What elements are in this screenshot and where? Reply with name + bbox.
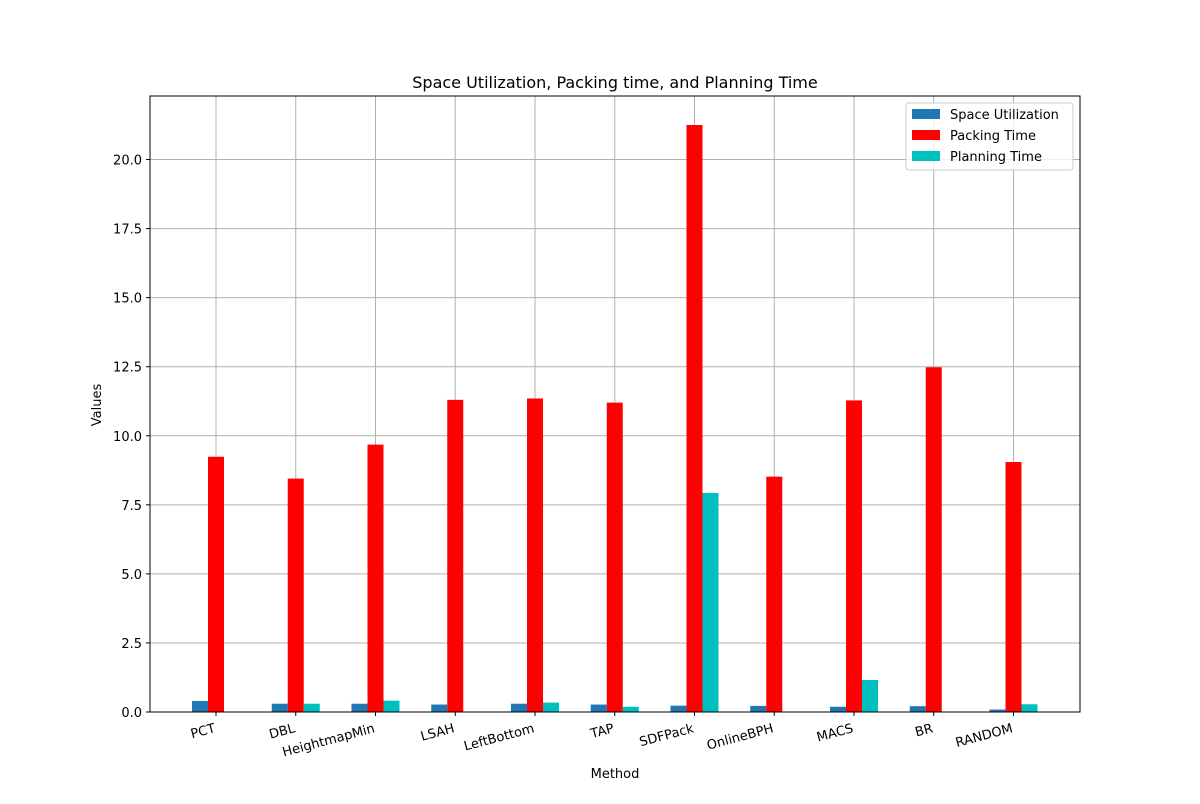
y-tick-label: 15.0 <box>113 292 142 307</box>
legend-label: Space Utilization <box>950 108 1059 123</box>
bar <box>287 478 304 712</box>
y-tick-label: 10.0 <box>113 430 142 445</box>
bar <box>208 456 224 712</box>
y-tick-label: 17.5 <box>113 223 142 238</box>
x-axis-title: Method <box>591 767 640 782</box>
bar <box>192 700 208 712</box>
legend-swatch <box>912 109 940 119</box>
x-tick-label: OnlineBPH <box>705 721 775 753</box>
x-tick-label: HeightmapMin <box>281 721 377 760</box>
bar <box>367 444 384 712</box>
x-tick-label: TAP <box>588 721 616 742</box>
bar <box>590 704 607 712</box>
legend: Space Utilization Packing Time Planning Ti… <box>905 102 1074 171</box>
y-tick-label: 12.5 <box>113 361 142 376</box>
bar <box>447 399 464 712</box>
bar <box>543 702 559 712</box>
y-tick-label: 0.0 <box>121 706 142 721</box>
bar <box>1005 462 1022 712</box>
y-tick-label: 7.5 <box>121 499 142 514</box>
x-tick-label: SDFPack <box>638 721 696 750</box>
legend-swatch <box>912 130 940 140</box>
bar <box>383 700 400 712</box>
bar <box>527 398 543 712</box>
bar <box>511 703 527 712</box>
x-tick-label: DBL <box>268 721 298 742</box>
legend-frame <box>905 102 1074 171</box>
y-tick-label: 20.0 <box>113 154 142 169</box>
x-tick-label: RANDOM <box>954 721 1014 751</box>
bar <box>846 400 862 712</box>
bar <box>750 705 767 712</box>
bar <box>303 703 320 712</box>
legend-label: Packing Time <box>950 129 1036 144</box>
bar <box>271 703 288 712</box>
y-tick-label: 5.0 <box>121 568 142 583</box>
x-tick-label: MACS <box>815 721 855 745</box>
x-tick-label: LeftBottom <box>462 721 536 754</box>
bar <box>431 704 448 712</box>
x-tick-label: LSAH <box>419 721 456 744</box>
bar <box>766 476 783 712</box>
bar <box>606 402 623 712</box>
bar <box>830 706 846 712</box>
bar <box>670 705 687 712</box>
legend-label: Planning Time <box>950 150 1042 165</box>
bar <box>989 709 1006 712</box>
chart-title: Space Utilization, Packing time, and Pla… <box>412 73 817 92</box>
bar <box>351 703 368 712</box>
y-axis-title: Values <box>90 384 105 427</box>
bar <box>925 367 942 712</box>
y-tick-label: 2.5 <box>121 637 142 652</box>
x-tick-label: PCT <box>189 721 217 742</box>
legend-swatch <box>912 151 940 161</box>
bar <box>909 706 926 712</box>
bar <box>702 492 719 712</box>
x-tick-label: BR <box>914 721 935 740</box>
bar <box>686 125 703 712</box>
bar <box>622 706 639 712</box>
bar <box>862 679 878 712</box>
bars-layer <box>192 125 1038 712</box>
bar <box>1021 704 1038 712</box>
